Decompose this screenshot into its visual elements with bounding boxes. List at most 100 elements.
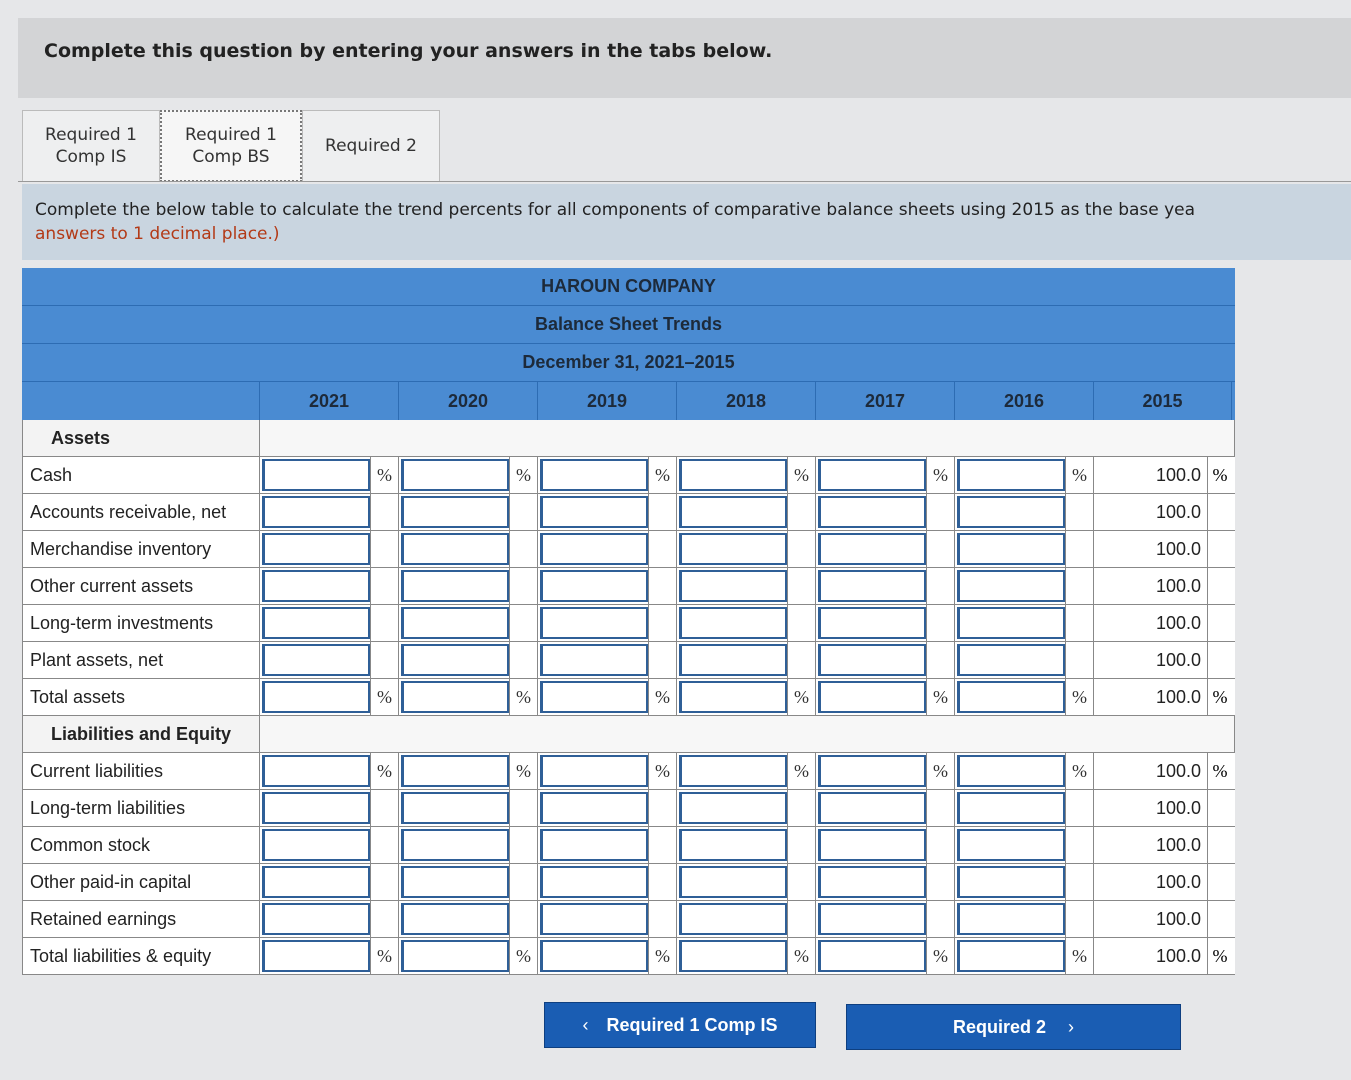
input-box[interactable] bbox=[401, 940, 509, 972]
input-box[interactable] bbox=[401, 459, 509, 491]
year-cell bbox=[677, 790, 816, 826]
year-cell bbox=[816, 864, 955, 900]
input-box[interactable] bbox=[679, 459, 787, 491]
input-box[interactable] bbox=[818, 681, 926, 713]
input-box[interactable] bbox=[540, 829, 648, 861]
prev-button[interactable]: ‹ Required 1 Comp IS bbox=[544, 1002, 816, 1048]
input-box[interactable] bbox=[818, 644, 926, 676]
year-cell bbox=[399, 827, 538, 863]
input-box[interactable] bbox=[679, 903, 787, 935]
input-box[interactable] bbox=[957, 829, 1065, 861]
input-box[interactable] bbox=[679, 570, 787, 602]
input-box[interactable] bbox=[957, 607, 1065, 639]
input-box[interactable] bbox=[262, 755, 370, 787]
input-box[interactable] bbox=[957, 792, 1065, 824]
tab[interactable]: Required 1 Comp BS bbox=[160, 110, 302, 182]
input-box[interactable] bbox=[262, 681, 370, 713]
input-box[interactable] bbox=[957, 866, 1065, 898]
input-box[interactable] bbox=[679, 607, 787, 639]
input-box[interactable] bbox=[957, 496, 1065, 528]
input-box[interactable] bbox=[262, 570, 370, 602]
input-box[interactable] bbox=[262, 533, 370, 565]
input-box[interactable] bbox=[401, 681, 509, 713]
percent-sign: % bbox=[655, 464, 670, 485]
input-box[interactable] bbox=[262, 644, 370, 676]
percent-cell: % bbox=[1208, 679, 1232, 715]
year-cell bbox=[538, 864, 677, 900]
input-box[interactable] bbox=[540, 755, 648, 787]
input-box[interactable] bbox=[818, 940, 926, 972]
input-box[interactable] bbox=[818, 570, 926, 602]
input-box[interactable] bbox=[262, 607, 370, 639]
input-box[interactable] bbox=[401, 533, 509, 565]
input-box[interactable] bbox=[540, 681, 648, 713]
input-box[interactable] bbox=[540, 792, 648, 824]
base-value: 100.0 bbox=[1094, 642, 1208, 678]
input-box[interactable] bbox=[262, 829, 370, 861]
input-box[interactable] bbox=[540, 496, 648, 528]
percent-sign: % bbox=[1072, 464, 1087, 485]
input-box[interactable] bbox=[540, 570, 648, 602]
input-box[interactable] bbox=[957, 755, 1065, 787]
input-box[interactable] bbox=[818, 459, 926, 491]
input-box[interactable] bbox=[818, 533, 926, 565]
input-box[interactable] bbox=[679, 681, 787, 713]
percent-cell bbox=[509, 568, 537, 604]
input-box[interactable] bbox=[262, 496, 370, 528]
base-value: 100.0 bbox=[1094, 901, 1208, 937]
input-box[interactable] bbox=[818, 755, 926, 787]
input-box[interactable] bbox=[818, 829, 926, 861]
year-cell: % bbox=[260, 938, 399, 974]
input-box[interactable] bbox=[540, 533, 648, 565]
input-box[interactable] bbox=[262, 792, 370, 824]
input-box[interactable] bbox=[957, 459, 1065, 491]
input-box[interactable] bbox=[679, 792, 787, 824]
input-box[interactable] bbox=[401, 903, 509, 935]
input-box[interactable] bbox=[957, 644, 1065, 676]
percent-sign: % bbox=[1212, 464, 1228, 485]
tab[interactable]: Required 2 bbox=[302, 110, 440, 182]
percent-sign: % bbox=[794, 464, 809, 485]
input-box[interactable] bbox=[679, 755, 787, 787]
input-box[interactable] bbox=[679, 940, 787, 972]
input-box[interactable] bbox=[401, 570, 509, 602]
input-box[interactable] bbox=[540, 866, 648, 898]
tab[interactable]: Required 1 Comp IS bbox=[22, 110, 160, 182]
input-box[interactable] bbox=[818, 496, 926, 528]
input-box[interactable] bbox=[957, 681, 1065, 713]
input-box[interactable] bbox=[679, 866, 787, 898]
input-box[interactable] bbox=[540, 903, 648, 935]
input-box[interactable] bbox=[401, 829, 509, 861]
input-box[interactable] bbox=[401, 607, 509, 639]
input-box[interactable] bbox=[262, 903, 370, 935]
input-box[interactable] bbox=[401, 496, 509, 528]
input-box[interactable] bbox=[957, 533, 1065, 565]
percent-cell bbox=[926, 901, 954, 937]
input-box[interactable] bbox=[401, 792, 509, 824]
input-box[interactable] bbox=[262, 940, 370, 972]
next-button[interactable]: Required 2 › bbox=[846, 1004, 1181, 1050]
input-box[interactable] bbox=[679, 644, 787, 676]
percent-sign: % bbox=[516, 945, 531, 966]
input-box[interactable] bbox=[540, 644, 648, 676]
input-box[interactable] bbox=[401, 644, 509, 676]
input-box[interactable] bbox=[262, 459, 370, 491]
input-box[interactable] bbox=[957, 570, 1065, 602]
input-box[interactable] bbox=[957, 940, 1065, 972]
input-box[interactable] bbox=[540, 459, 648, 491]
input-box[interactable] bbox=[540, 607, 648, 639]
input-box[interactable] bbox=[401, 755, 509, 787]
input-box[interactable] bbox=[262, 866, 370, 898]
year-cell bbox=[260, 494, 399, 530]
input-box[interactable] bbox=[679, 496, 787, 528]
input-box[interactable] bbox=[540, 940, 648, 972]
input-box[interactable] bbox=[818, 903, 926, 935]
input-box[interactable] bbox=[957, 903, 1065, 935]
input-box[interactable] bbox=[679, 533, 787, 565]
input-box[interactable] bbox=[818, 866, 926, 898]
chevron-right: › bbox=[1068, 1016, 1075, 1037]
input-box[interactable] bbox=[818, 792, 926, 824]
input-box[interactable] bbox=[818, 607, 926, 639]
input-box[interactable] bbox=[679, 829, 787, 861]
input-box[interactable] bbox=[401, 866, 509, 898]
